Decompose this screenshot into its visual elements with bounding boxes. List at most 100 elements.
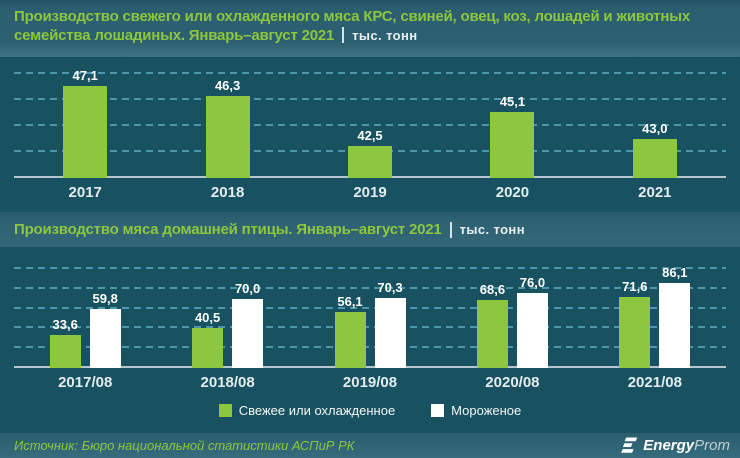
gridline	[14, 124, 726, 126]
x-axis-label: 2017	[68, 184, 102, 201]
gridline	[14, 72, 726, 74]
gridline	[14, 326, 726, 329]
legend-label: Свежее или охлажденное	[238, 403, 396, 418]
bar-group: 40,5 70,0	[156, 247, 298, 368]
section-title-band: Производство мяса домашней птицы. Январь…	[0, 212, 740, 247]
bars-container-1: 47,1 46,3 42,5 45,1 43,0	[14, 57, 726, 178]
value-label: 45,1	[499, 93, 526, 109]
bar	[374, 298, 406, 368]
x-axis-labels-2: 2017/08 2018/08 2019/08 2020/08 2021/08	[14, 374, 726, 391]
x-axis-label: 2021	[638, 184, 672, 201]
legend-swatch	[431, 404, 445, 417]
value-label: 71,6	[622, 279, 648, 295]
gridline	[14, 346, 726, 349]
bar	[619, 297, 651, 368]
legend-label: Мороженое	[451, 403, 522, 418]
title-divider	[342, 27, 345, 43]
bar-column: 71,6	[619, 279, 651, 368]
bar-column: 33,6	[49, 316, 81, 368]
footer-band: Источник: Бюро национальной статистики А…	[0, 433, 740, 458]
bar-column: 76,0	[516, 274, 548, 368]
x-axis-label: 2019	[353, 184, 387, 201]
energyprom-logo: EnergyProm	[618, 437, 730, 455]
bar	[89, 308, 121, 368]
units-label: тыс. тонн	[352, 28, 418, 43]
logo-text: EnergyProm	[643, 437, 730, 455]
bar	[205, 96, 250, 178]
bar-column: 70,0	[232, 280, 264, 368]
bar-column: 86,1	[659, 264, 691, 368]
page-title-line2: семейства лошадиных. Январь–август 2021 т…	[14, 26, 740, 45]
bar-column: 43,0	[632, 121, 677, 178]
value-label: 86,1	[662, 264, 688, 280]
x-axis-label: 2019/08	[342, 374, 398, 391]
gridline	[14, 286, 726, 289]
x-axis-label: 2017/08	[58, 374, 113, 391]
legend-item: Свежее или охлажденное	[218, 403, 396, 418]
bar-group: 42,5	[299, 57, 441, 178]
x-axis-labels-1: 2017 2018 2019 2020 2021	[14, 184, 726, 201]
bar-column: 68,6	[476, 282, 508, 368]
bar	[63, 85, 108, 178]
bar-column: 70,3	[374, 280, 406, 368]
x-axis-label: 2018/08	[200, 374, 255, 391]
page-title-line2-text: семейства лошадиных. Январь–август 2021	[14, 27, 335, 44]
chart-poultry-meat: 33,6 59,8 40,5 70,0 56,1 70,3 68,6 76,0 71,6 86,1…	[0, 247, 740, 433]
logo-text-energy: Energy	[643, 436, 695, 454]
header-band: Производство свежего или охлажденного мя…	[0, 0, 740, 57]
bar-column: 46,3	[205, 78, 250, 178]
bar-column: 40,5	[192, 310, 224, 368]
value-label: 59,8	[92, 290, 118, 306]
bar	[490, 111, 535, 178]
value-label: 43,0	[642, 121, 668, 136]
units-label: тыс. тонн	[459, 222, 525, 237]
x-axis-label: 2018	[210, 184, 245, 201]
value-label: 68,6	[479, 282, 506, 298]
plot-area-1: 47,1 46,3 42,5 45,1 43,0	[14, 57, 726, 178]
bars-container-2: 33,6 59,8 40,5 70,0 56,1 70,3 68,6 76,0 71,6 86,1	[14, 247, 726, 368]
x-axis-line	[14, 366, 726, 368]
value-label: 56,1	[337, 294, 363, 310]
legend: Свежее или охлажденное Мороженое	[0, 403, 740, 418]
plot-area-2: 33,6 59,8 40,5 70,0 56,1 70,3 68,6 76,0 71,6 86,1	[14, 247, 726, 368]
value-label: 42,5	[357, 127, 383, 143]
bar-group: 68,6 76,0	[441, 247, 583, 368]
bar	[49, 334, 81, 368]
energyprom-stylized-e-icon	[621, 437, 638, 453]
legend-swatch	[218, 404, 232, 417]
value-label: 33,6	[52, 316, 78, 332]
x-axis-label: 2020	[495, 184, 530, 201]
bar-group: 43,0	[584, 57, 726, 178]
value-label: 70,0	[234, 280, 261, 296]
section-title-poultry: Производство мяса домашней птицы. Январь…	[14, 221, 442, 238]
gridline	[14, 267, 726, 269]
chart-red-meat: 47,1 46,3 42,5 45,1 43,0 2017 2018 2019 2020 202…	[0, 57, 740, 212]
bar-column: 45,1	[490, 93, 535, 178]
bar	[334, 312, 366, 368]
value-label: 46,3	[214, 78, 241, 94]
bar	[659, 282, 691, 368]
page-title-line1: Производство свежего или охлажденного мя…	[14, 8, 691, 25]
bar-group: 71,6 86,1	[584, 247, 726, 368]
bar-column: 59,8	[89, 290, 121, 368]
gridline	[14, 98, 726, 100]
bar	[232, 298, 264, 368]
value-label: 70,3	[377, 280, 403, 296]
bar	[348, 145, 393, 178]
source-text: Источник: Бюро национальной статистики А…	[14, 438, 355, 453]
title-divider	[449, 221, 452, 238]
value-label: 76,0	[519, 274, 546, 290]
bar	[632, 139, 677, 178]
bar-group: 33,6 59,8	[14, 247, 156, 368]
bar-group: 46,3	[156, 57, 298, 178]
bar	[516, 292, 548, 368]
bar-group: 56,1 70,3	[299, 247, 441, 368]
bar-group: 47,1	[14, 57, 156, 178]
legend-item: Мороженое	[431, 403, 521, 418]
bar	[476, 300, 508, 368]
bar-column: 47,1	[63, 68, 108, 178]
bar-group: 45,1	[441, 57, 583, 178]
x-axis-label: 2020/08	[485, 374, 540, 391]
logo-text-prom: Prom	[694, 436, 730, 454]
